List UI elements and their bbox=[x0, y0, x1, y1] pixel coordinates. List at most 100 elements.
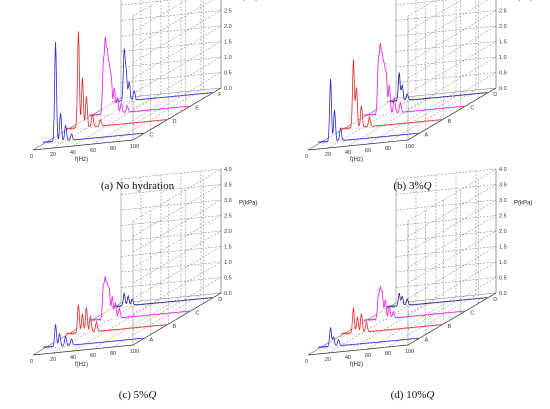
floor-gridline bbox=[347, 298, 437, 352]
back-gridline bbox=[132, 25, 222, 79]
z-tick-label: 1.5 bbox=[499, 40, 507, 46]
series-fill-E bbox=[89, 36, 190, 117]
left-gridline bbox=[120, 277, 222, 288]
x-tick-label: 20 bbox=[325, 357, 331, 363]
series-fill-B bbox=[66, 304, 167, 336]
z-tick-label: 0.0 bbox=[224, 86, 232, 92]
floor-gridline bbox=[364, 311, 465, 322]
back-gridline bbox=[407, 184, 497, 237]
back-gridline bbox=[132, 0, 187, 32]
floor-gridline bbox=[112, 89, 202, 143]
left-gridline bbox=[395, 10, 497, 21]
left-gridline bbox=[120, 168, 222, 180]
floor-gridline bbox=[89, 106, 190, 117]
x-axis-label: f(Hz) bbox=[75, 362, 88, 368]
x-axis-line bbox=[32, 344, 134, 356]
left-gridline bbox=[120, 261, 222, 273]
x-tick-label: 100 bbox=[130, 144, 139, 150]
floor-gridline bbox=[367, 91, 457, 145]
series-fill-B bbox=[341, 307, 442, 336]
x-tick-label: 100 bbox=[130, 349, 139, 355]
x-tick-label: 40 bbox=[70, 150, 76, 156]
series-line-D bbox=[66, 31, 167, 130]
z-tick-label: 2.5 bbox=[499, 214, 507, 220]
back-gridline bbox=[132, 56, 222, 110]
z-tick-label: 1.0 bbox=[224, 260, 232, 266]
chart-panel-d: D C B A 0.0 0.5 1.0 1.5 2.0 2.5 3.0 3.5 4.0 P(kPa) 0 20… bbox=[305, 167, 532, 368]
back-gridline bbox=[132, 41, 222, 94]
back-wall-grid bbox=[407, 0, 497, 141]
depth-axis-line bbox=[132, 292, 222, 346]
series-line-D bbox=[111, 292, 213, 308]
series-label-D: D bbox=[172, 119, 176, 125]
x-axis-label: f(Hz) bbox=[75, 157, 88, 163]
z-tick-label: 1.0 bbox=[499, 55, 507, 61]
x-tick-label: 0 bbox=[30, 359, 33, 365]
back-gridline bbox=[407, 72, 497, 125]
back-wall-grid bbox=[132, 0, 222, 141]
chart-panel-b: DCBA0.00.51.01.52.02.53.03.54.0P(kPa)020… bbox=[305, 0, 532, 163]
back-gridline bbox=[407, 0, 489, 48]
floor-gridline bbox=[318, 338, 419, 349]
x-tick-label: 20 bbox=[50, 152, 56, 158]
x-tick-label: 100 bbox=[405, 349, 414, 355]
floor-gridline bbox=[341, 325, 442, 336]
x-tick-label: 40 bbox=[70, 355, 76, 361]
x-tick-label: 60 bbox=[365, 353, 371, 359]
floor-gridline bbox=[387, 298, 488, 309]
x-tick-label: 40 bbox=[345, 150, 351, 156]
x-tick-label: 100 bbox=[405, 144, 414, 150]
floor-gridline bbox=[72, 93, 162, 147]
z-tick-label: 3.0 bbox=[224, 198, 232, 204]
series-line-D bbox=[386, 292, 488, 308]
caption-b: (b) 3%Q bbox=[393, 180, 432, 192]
floor-gridline bbox=[112, 298, 213, 309]
x-tick-label: 20 bbox=[325, 152, 331, 158]
left-gridline bbox=[120, 72, 222, 83]
z-axis-label: P(kPa) bbox=[239, 0, 257, 1]
x-tick-label: 0 bbox=[305, 359, 308, 365]
x-tick-label: 80 bbox=[110, 351, 116, 357]
back-gridline bbox=[132, 168, 222, 222]
z-axis-label: P(kPa) bbox=[514, 0, 532, 1]
series-fill-F bbox=[112, 48, 213, 104]
x-axis-line bbox=[32, 139, 134, 151]
series-fill-A bbox=[43, 324, 144, 349]
z-tick-label: 1.5 bbox=[499, 245, 507, 251]
left-gridline bbox=[395, 87, 497, 99]
series-fill-D bbox=[387, 72, 488, 104]
floor-gridline bbox=[43, 338, 144, 349]
left-gridline bbox=[395, 56, 497, 68]
back-gridline bbox=[132, 230, 222, 284]
floor-gridline bbox=[347, 93, 437, 147]
left-gridline bbox=[395, 25, 497, 37]
left-gridline bbox=[120, 87, 222, 99]
left-wall-grid bbox=[120, 0, 222, 99]
z-tick-label: 1.5 bbox=[224, 245, 232, 251]
z-tick-label: 2.5 bbox=[499, 9, 507, 15]
series-label-D: D bbox=[493, 92, 497, 98]
back-gridline bbox=[407, 277, 497, 330]
back-gridline bbox=[132, 261, 222, 315]
z-tick-label: 0.0 bbox=[499, 86, 507, 92]
z-tick-label: 0.5 bbox=[224, 71, 232, 77]
series-label-D: D bbox=[218, 297, 222, 303]
back-gridline bbox=[132, 277, 222, 330]
left-gridline bbox=[120, 41, 222, 52]
series-fill-C bbox=[89, 276, 190, 322]
back-gridline bbox=[407, 10, 497, 63]
floor-gridline bbox=[387, 89, 477, 143]
back-gridline bbox=[132, 72, 222, 125]
left-wall-grid bbox=[395, 0, 497, 99]
back-gridline bbox=[132, 184, 222, 237]
series-label-B: B bbox=[447, 119, 451, 125]
back-gridline bbox=[407, 199, 497, 253]
series-line-C bbox=[363, 285, 465, 322]
left-gridline bbox=[120, 10, 222, 21]
series-line-D bbox=[386, 72, 488, 103]
floor-gridline bbox=[72, 298, 162, 352]
floor-gridline bbox=[341, 120, 442, 131]
series-line-B bbox=[341, 307, 442, 335]
left-gridline bbox=[395, 277, 497, 288]
z-tick-label: 2.0 bbox=[224, 229, 232, 235]
